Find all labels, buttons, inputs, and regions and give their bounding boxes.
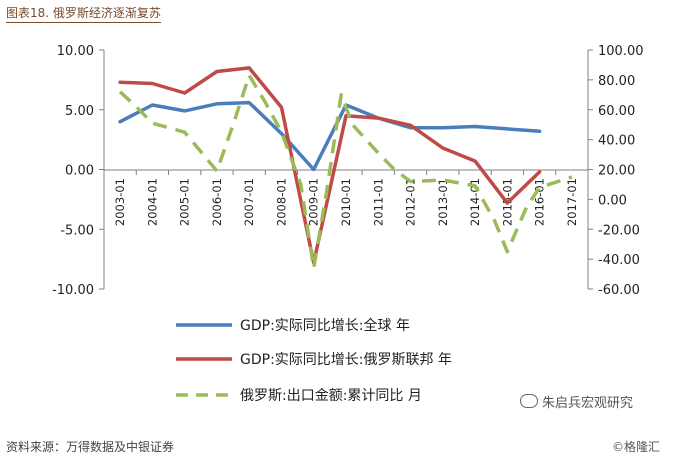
x-axis-ticks: 2003-01 2004-01 2005-01 2006-01 2007-01 2008-… bbox=[103, 170, 589, 226]
left-tick-label: -10.00 bbox=[52, 283, 94, 298]
x-tick-label: 2017-01 bbox=[565, 178, 579, 226]
x-tick-label: 2007-01 bbox=[242, 178, 256, 226]
series-layer bbox=[118, 66, 573, 270]
x-tick-label: 2011-01 bbox=[371, 178, 385, 226]
right-tick-label: 0.00 bbox=[598, 193, 627, 208]
x-tick-label: 2003-01 bbox=[113, 178, 127, 226]
watermark-channel: 朱启兵宏观研究 bbox=[520, 392, 633, 411]
x-tick-label: 2012-01 bbox=[404, 178, 418, 226]
legend-label: 俄罗斯:出口金额:累计同比 月 bbox=[240, 388, 422, 404]
series-line-1 bbox=[118, 100, 542, 172]
series-line-2 bbox=[118, 66, 542, 265]
right-tick-label: -40.00 bbox=[598, 253, 640, 268]
series-line-3 bbox=[118, 73, 573, 270]
right-tick-label: 100.00 bbox=[598, 44, 644, 59]
axes-layer bbox=[103, 50, 589, 289]
watermark-site: ©格隆汇 bbox=[612, 440, 661, 454]
x-tick-label: 2009-01 bbox=[307, 178, 321, 226]
legend: GDP:实际同比增长:全球 年 GDP:实际同比增长:俄罗斯联邦 年俄罗斯:出口金… bbox=[176, 317, 452, 404]
x-tick-label: 2004-01 bbox=[145, 178, 159, 226]
right-tick-label: 20.00 bbox=[598, 164, 635, 179]
figure-title: 图表18. 俄罗斯经济逐渐复苏 bbox=[6, 4, 161, 23]
x-tick-label: 2010-01 bbox=[339, 178, 353, 226]
left-axis-ticks: 10.00 5.00 0.00 -5.00 -10.00 bbox=[52, 44, 104, 298]
source-note: 资料来源：万得数据及中银证券 bbox=[6, 440, 175, 454]
right-tick-label: 60.00 bbox=[598, 104, 635, 119]
right-axis-ticks: 100.00 80.00 60.00 40.00 20.00 0.00 -20.00 -40.… bbox=[588, 44, 644, 298]
x-tick-label: 2013-01 bbox=[436, 178, 450, 226]
wechat-icon bbox=[520, 394, 538, 408]
left-tick-label: 10.00 bbox=[57, 44, 94, 59]
x-tick-label: 2006-01 bbox=[210, 178, 224, 226]
right-tick-label: -20.00 bbox=[598, 223, 640, 238]
left-tick-label: 5.00 bbox=[65, 104, 94, 119]
x-tick-label: 2016-01 bbox=[533, 178, 547, 226]
x-tick-label: 2005-01 bbox=[178, 178, 192, 226]
left-tick-label: -5.00 bbox=[60, 223, 94, 238]
left-tick-label: 0.00 bbox=[65, 164, 94, 179]
legend-label: GDP:实际同比增长:俄罗斯联邦 年 bbox=[240, 352, 452, 368]
watermark-channel-text: 朱启兵宏观研究 bbox=[542, 396, 634, 411]
legend-label: GDP:实际同比增长:全球 年 bbox=[240, 317, 410, 334]
right-tick-label: 40.00 bbox=[598, 134, 635, 149]
x-tick-label: 2008-01 bbox=[274, 178, 288, 226]
right-tick-label: -60.00 bbox=[598, 283, 640, 298]
right-tick-label: 80.00 bbox=[598, 74, 635, 89]
